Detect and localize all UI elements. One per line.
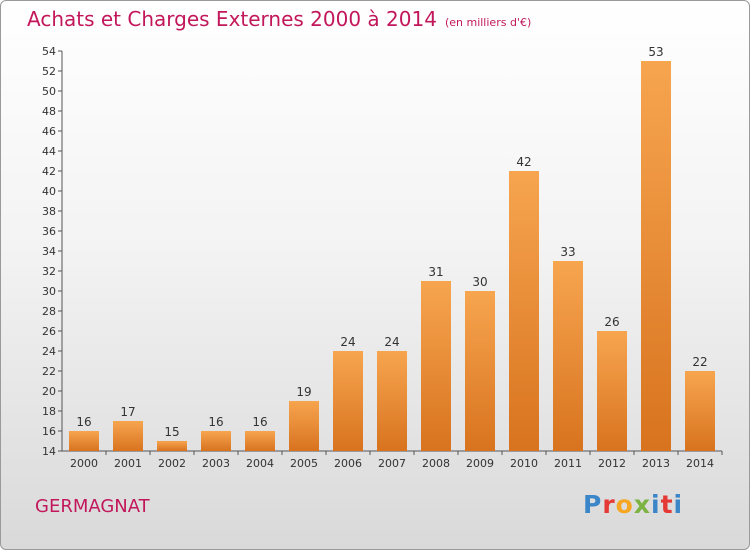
y-tick-label: 48	[42, 105, 56, 118]
bar	[157, 441, 187, 451]
data-label: 24	[340, 335, 355, 349]
logo-letter: x	[633, 490, 651, 519]
logo-letter: r	[602, 490, 616, 519]
y-tick-label: 26	[42, 325, 56, 338]
bar	[377, 351, 407, 451]
data-label: 42	[516, 155, 531, 169]
bar	[597, 331, 627, 451]
x-tick-label: 2011	[554, 457, 582, 470]
bar	[641, 61, 671, 451]
bar	[553, 261, 583, 451]
commune-name: GERMAGNAT	[35, 496, 150, 517]
logo-letter: i	[651, 490, 661, 519]
y-tick-label: 50	[42, 85, 56, 98]
proxiti-logo[interactable]: Proxiti	[583, 490, 683, 519]
y-tick-label: 40	[42, 185, 56, 198]
y-tick-label: 18	[42, 405, 56, 418]
x-tick-label: 2000	[70, 457, 98, 470]
bars	[69, 61, 715, 451]
y-tick-label: 28	[42, 305, 56, 318]
x-tick-label: 2008	[422, 457, 450, 470]
x-tick-label: 2003	[202, 457, 230, 470]
y-tick-label: 22	[42, 365, 56, 378]
x-tick-label: 2001	[114, 457, 142, 470]
data-label: 19	[296, 385, 311, 399]
logo-letter: t	[660, 490, 674, 519]
data-label: 33	[560, 245, 575, 259]
data-label: 24	[384, 335, 399, 349]
chart-unit: (en milliers d'€)	[444, 16, 532, 29]
x-tick-label: 2002	[158, 457, 186, 470]
y-tick-labels: 14 16 18 20 22 24 26 28 30 32 34 36 38 40 42 44 46 48 50 52…	[42, 45, 56, 458]
data-label: 16	[76, 415, 91, 429]
logo-letter: i	[673, 490, 684, 519]
x-tick-label: 2007	[378, 457, 406, 470]
x-tick-label: 2005	[290, 457, 318, 470]
x-tick-label: 2006	[334, 457, 362, 470]
y-tick-label: 14	[42, 445, 56, 458]
bar	[421, 281, 451, 451]
y-tick-label: 46	[42, 125, 56, 138]
data-label: 53	[648, 45, 663, 59]
y-tick-label: 20	[42, 385, 56, 398]
data-label: 16	[252, 415, 267, 429]
data-label: 15	[164, 425, 179, 439]
x-tick-label: 2004	[246, 457, 274, 470]
y-tick-label: 44	[42, 145, 56, 158]
x-tick-label: 2009	[466, 457, 494, 470]
data-label: 26	[604, 315, 619, 329]
y-tick-label: 16	[42, 425, 56, 438]
bar	[113, 421, 143, 451]
x-tick-label: 2014	[686, 457, 714, 470]
bar	[69, 431, 99, 451]
bar	[201, 431, 231, 451]
y-tick-label: 42	[42, 165, 56, 178]
y-tick-label: 54	[42, 45, 56, 58]
chart-title-text: Achats et Charges Externes 2000 à 2014	[27, 7, 437, 31]
data-label: 22	[692, 355, 707, 369]
x-tick-label: 2013	[642, 457, 670, 470]
y-tick-label: 24	[42, 345, 56, 358]
x-tick-label: 2012	[598, 457, 626, 470]
data-label: 30	[472, 275, 487, 289]
bar	[333, 351, 363, 451]
chart-title: Achats et Charges Externes 2000 à 2014 (e…	[27, 7, 531, 31]
y-tick-label: 36	[42, 225, 56, 238]
bar	[245, 431, 275, 451]
logo-letter: o	[615, 490, 634, 519]
data-labels: 16 17 15 16 16 19 24 24 31 30 42 33 26 53 22	[76, 45, 707, 439]
x-tick-labels: 2000 2001 2002 2003 2004 2005 2006 2007 2008 2009…	[70, 457, 714, 470]
bar	[289, 401, 319, 451]
bar	[509, 171, 539, 451]
logo-letter: P	[583, 490, 603, 519]
data-label: 17	[120, 405, 135, 419]
bar	[685, 371, 715, 451]
y-tick-label: 34	[42, 245, 56, 258]
data-label: 31	[428, 265, 443, 279]
data-label: 16	[208, 415, 223, 429]
y-tick-label: 52	[42, 65, 56, 78]
x-tick-label: 2010	[510, 457, 538, 470]
y-tick-label: 32	[42, 265, 56, 278]
y-tick-label: 38	[42, 205, 56, 218]
bar	[465, 291, 495, 451]
y-tick-label: 30	[42, 285, 56, 298]
